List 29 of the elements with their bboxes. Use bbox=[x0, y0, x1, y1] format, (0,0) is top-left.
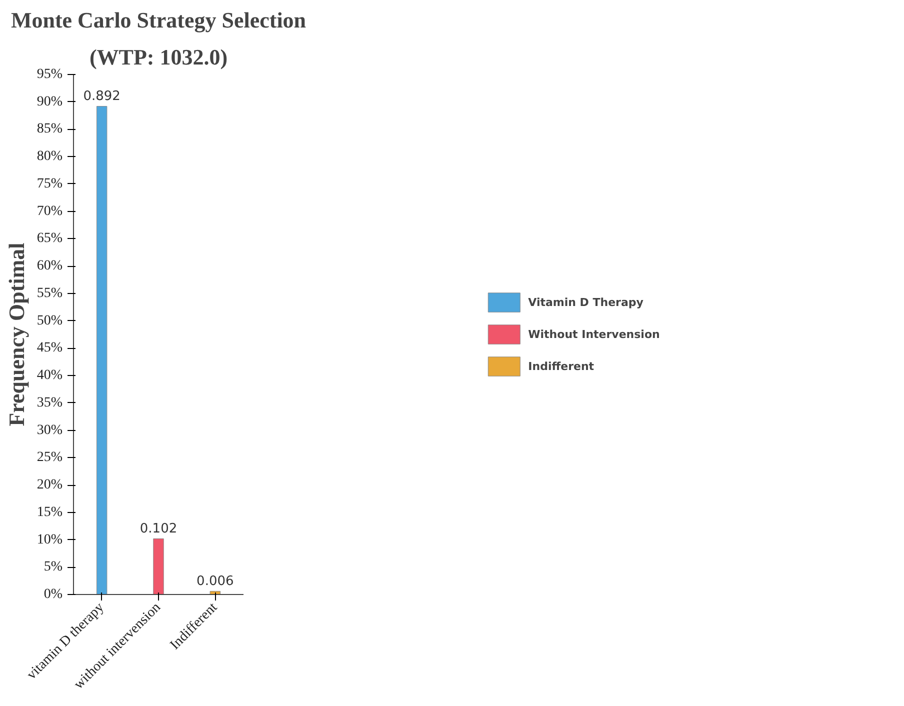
y-tick-label: 40% bbox=[36, 368, 63, 384]
chart-title: Monte Carlo Strategy Selection bbox=[10, 8, 306, 32]
legend-label: Vitamin D Therapy bbox=[528, 296, 644, 308]
y-tick-label: 75% bbox=[36, 176, 63, 192]
y-tick-label: 0% bbox=[44, 587, 63, 602]
y-tick-label: 65% bbox=[36, 231, 63, 246]
legend-label: Without Intervension bbox=[528, 328, 660, 340]
data-label: 0.006 bbox=[196, 574, 234, 590]
y-tick-label: 80% bbox=[36, 149, 63, 164]
y-tick-label: 35% bbox=[36, 395, 63, 410]
y-tick-label: 85% bbox=[36, 122, 63, 137]
y-tick-label: 10% bbox=[36, 532, 63, 548]
y-tick-label: 30% bbox=[36, 422, 63, 438]
data-label: 0.892 bbox=[83, 89, 120, 104]
y-tick-label: 25% bbox=[36, 450, 63, 466]
y-tick-label: 60% bbox=[36, 258, 63, 274]
y-tick-label: 15% bbox=[36, 504, 63, 520]
y-tick-label: 45% bbox=[36, 340, 63, 356]
y-tick-label: 5% bbox=[44, 560, 63, 575]
legend-label: Indifferent bbox=[528, 360, 594, 372]
data-label: 0.102 bbox=[140, 522, 178, 537]
y-tick-label: 55% bbox=[36, 286, 63, 301]
y-tick-label: 70% bbox=[36, 204, 63, 219]
chart-subtitle: (WTP: 1032.0) bbox=[89, 44, 228, 70]
y-tick-label: 50% bbox=[36, 313, 63, 328]
y-tick-label: 20% bbox=[36, 478, 63, 493]
y-axis-title: Frequency Optimal bbox=[4, 242, 29, 426]
y-tick-label: 90% bbox=[36, 94, 63, 110]
y-tick-label: 95% bbox=[36, 67, 63, 82]
